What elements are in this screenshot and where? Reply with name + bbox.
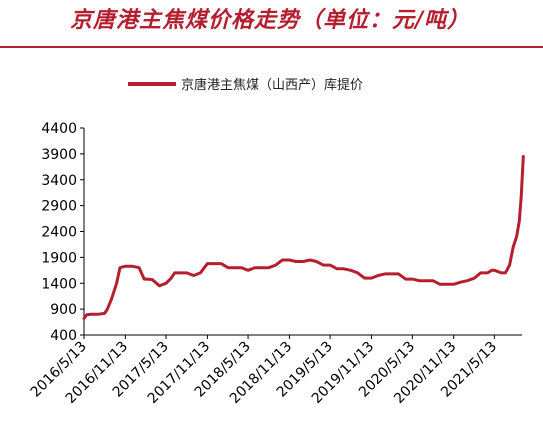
chart-title: 京唐港主焦煤价格走势（单位：元/吨） xyxy=(70,7,471,33)
y-tick-label: 900 xyxy=(50,302,77,318)
y-tick-label: 2900 xyxy=(41,199,77,215)
y-tick-label: 400 xyxy=(50,328,77,344)
x-ticks: 2016/5/132016/11/132017/5/132017/11/1320… xyxy=(28,335,500,407)
title-rule xyxy=(0,46,543,48)
y-tick-label: 4400 xyxy=(41,121,77,137)
y-tick-label: 3400 xyxy=(41,173,77,189)
legend-label: 京唐港主焦煤（山西产）库提价 xyxy=(181,77,363,93)
y-tick-label: 3900 xyxy=(41,147,77,163)
legend: 京唐港主焦煤（山西产）库提价 xyxy=(128,77,363,93)
y-tick-label: 1400 xyxy=(41,276,77,292)
y-ticks: 400 900 1400 1900 2400 2900 3400 3900 4400 xyxy=(41,121,84,344)
y-tick-label: 1900 xyxy=(41,250,77,266)
series-line-0 xyxy=(82,155,525,320)
y-tick-label: 2400 xyxy=(41,225,77,241)
series-layer xyxy=(82,155,525,320)
